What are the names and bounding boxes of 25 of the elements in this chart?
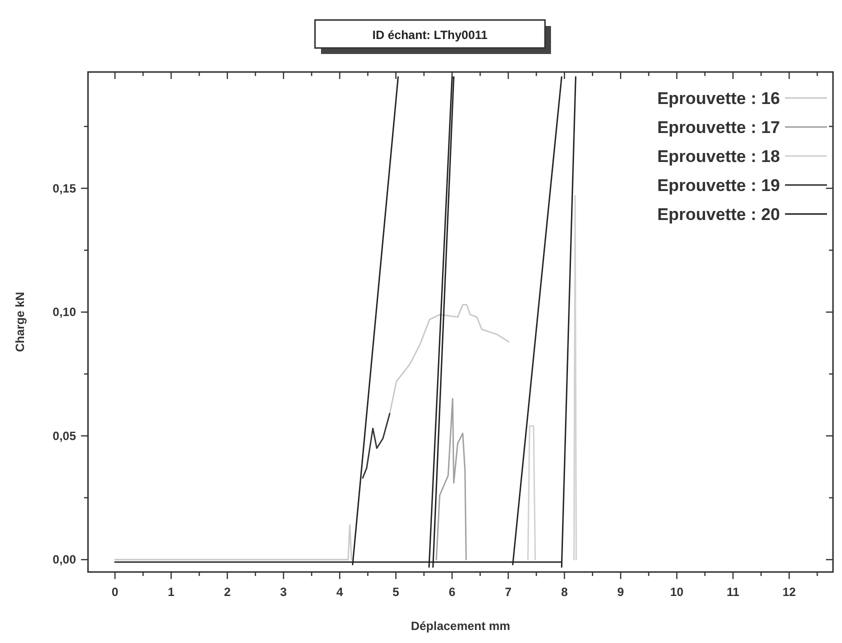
x-tick-label: 5 [392,585,400,599]
x-tick-label: 0 [112,585,119,599]
legend-label: Eprouvette : 20 [657,205,780,224]
legend-label: Eprouvette : 19 [657,176,780,195]
legend-label: Eprouvette : 17 [657,118,780,137]
y-tick-label: 0,05 [52,428,76,443]
y-tick-label: 0,00 [52,552,76,567]
x-tick-label: 9 [617,585,624,599]
y-tick-label: 0,15 [52,181,76,196]
x-tick-label: 3 [280,585,288,599]
chart-title: ID échant: LThy0011 [372,28,488,42]
x-axis-title: Déplacement mm [410,619,510,633]
x-tick-label: 8 [561,585,568,599]
x-tick-label: 10 [670,585,684,599]
x-tick-label: 6 [448,585,456,599]
y-axis-title: Charge kN [13,292,27,352]
x-tick-label: 1 [168,585,175,599]
legend-label: Eprouvette : 16 [657,89,780,108]
x-tick-label: 4 [336,585,344,599]
x-tick-label: 7 [504,585,512,599]
x-tick-label: 11 [726,585,740,599]
y-tick-label: 0,10 [52,305,76,320]
legend-label: Eprouvette : 18 [657,147,780,166]
x-tick-label: 12 [782,585,796,599]
x-tick-label: 2 [224,585,231,599]
